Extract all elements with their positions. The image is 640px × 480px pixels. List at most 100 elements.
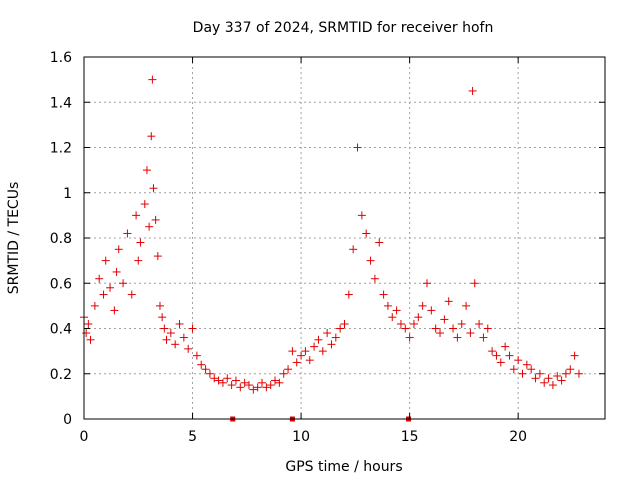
data-point [414, 313, 423, 322]
data-point [149, 184, 158, 193]
data-point [392, 306, 401, 315]
data-point [388, 313, 397, 322]
data-point [158, 313, 167, 322]
y-tick-label: 0.6 [50, 276, 72, 292]
data-point [336, 324, 345, 333]
data-point [492, 351, 501, 360]
data-point [266, 381, 275, 390]
data-point [223, 374, 232, 383]
data-point [145, 222, 154, 231]
y-tick-label: 0.2 [50, 367, 72, 383]
data-point [366, 256, 375, 265]
x-tick-label: 0 [80, 429, 89, 445]
data-point [214, 376, 223, 385]
data-point [310, 342, 319, 351]
data-point [142, 166, 151, 175]
x-tick-label: 20 [509, 429, 527, 445]
data-point [188, 324, 197, 333]
x-axis-ticks: 0 5 10 15 20 [80, 57, 527, 445]
y-tick-label: 1.6 [50, 50, 72, 66]
data-point [201, 365, 210, 374]
y-tick-label: 0.8 [50, 231, 72, 247]
data-point [531, 374, 540, 383]
data-point [271, 376, 280, 385]
data-point [375, 238, 384, 247]
x-tick-label: 10 [292, 429, 310, 445]
data-point [409, 319, 418, 328]
data-point [436, 329, 445, 338]
data-point [101, 256, 110, 265]
data-point [175, 319, 184, 328]
data-point [155, 301, 164, 310]
data-point [279, 369, 288, 378]
data-point [344, 290, 353, 299]
data-point [379, 290, 388, 299]
data-point [197, 360, 206, 369]
x-axis-label: GPS time / hours [285, 459, 402, 475]
data-point [160, 324, 169, 333]
data-point [496, 358, 505, 367]
data-point [162, 335, 171, 344]
data-point [518, 369, 527, 378]
data-point [574, 369, 583, 378]
data-point [540, 378, 549, 387]
y-tick-label: 1 [63, 186, 72, 202]
data-point [179, 333, 188, 342]
data-point [249, 385, 258, 394]
data-point [488, 347, 497, 356]
data-point [95, 274, 104, 283]
data-point [418, 301, 427, 310]
data-point [301, 347, 310, 356]
data-point [314, 335, 323, 344]
data-point [468, 86, 477, 95]
data-point [401, 324, 410, 333]
data-point [501, 342, 510, 351]
data-point [90, 301, 99, 310]
data-point [140, 200, 149, 209]
data-point [236, 383, 245, 392]
data-point [244, 381, 253, 390]
y-tick-label: 0.4 [50, 322, 72, 338]
data-point [444, 297, 453, 306]
data-points [80, 75, 583, 394]
data-point [184, 344, 193, 353]
data-point [566, 365, 575, 374]
data-point [509, 365, 518, 374]
data-point [134, 256, 143, 265]
data-point [318, 347, 327, 356]
data-point [453, 333, 462, 342]
y-axis-ticks: 0 0.2 0.4 0.6 0.8 1 1.2 1.4 1.6 [50, 50, 605, 428]
x-tick-label: 15 [401, 429, 419, 445]
data-point [110, 306, 119, 315]
data-point [466, 329, 475, 338]
y-tick-label: 1.4 [50, 95, 72, 111]
data-point [218, 378, 227, 387]
data-point [112, 267, 121, 276]
data-point [357, 211, 366, 220]
data-point [86, 335, 95, 344]
data-point [147, 132, 156, 141]
data-point [210, 374, 219, 383]
data-point [548, 381, 557, 390]
data-point [535, 369, 544, 378]
data-point [82, 329, 91, 338]
data-point [240, 378, 249, 387]
data-point [114, 245, 123, 254]
data-point [132, 211, 141, 220]
data-point [514, 356, 523, 365]
data-point [431, 324, 440, 333]
y-tick-label: 1.2 [50, 141, 72, 157]
data-point [505, 351, 514, 360]
data-point [99, 290, 108, 299]
y-axis-label: SRMTID / TECUs [6, 182, 22, 295]
data-point [396, 319, 405, 328]
data-point [305, 356, 314, 365]
data-point [258, 378, 267, 387]
data-point [292, 358, 301, 367]
data-point [275, 378, 284, 387]
data-point [227, 381, 236, 390]
data-point [284, 365, 293, 374]
data-point [340, 319, 349, 328]
data-point [297, 351, 306, 360]
